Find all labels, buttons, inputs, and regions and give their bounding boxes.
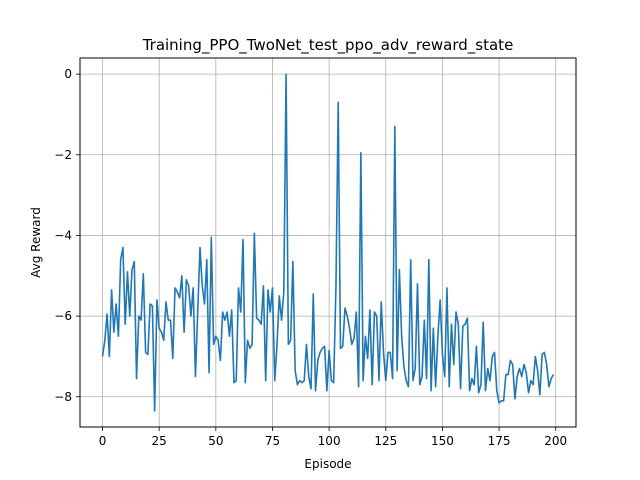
x-tick-label: 175 <box>488 434 511 448</box>
x-tick-label: 125 <box>374 434 397 448</box>
grid <box>80 58 576 427</box>
x-tick-label: 100 <box>318 434 341 448</box>
x-axis-label: Episode <box>304 457 351 471</box>
plot-area <box>101 73 555 412</box>
x-tick-label: 200 <box>544 434 567 448</box>
y-axis-label: Avg Reward <box>29 207 43 278</box>
series-line <box>101 73 555 412</box>
x-axis-ticks: 0 25 50 75 100 125 150 175 200 <box>99 427 567 448</box>
y-tick-label: −2 <box>54 148 72 162</box>
x-tick-label: 25 <box>152 434 167 448</box>
x-tick-label: 50 <box>208 434 223 448</box>
y-tick-label: −6 <box>54 309 72 323</box>
axes-frame <box>79 57 577 428</box>
y-tick-label: −8 <box>54 390 72 404</box>
chart-title: Training_PPO_TwoNet_test_ppo_adv_reward_… <box>142 36 514 55</box>
x-tick-label: 150 <box>431 434 454 448</box>
y-tick-label: 0 <box>64 67 72 81</box>
x-tick-label: 75 <box>265 434 280 448</box>
y-axis-ticks: 0 −2 −4 −6 −8 <box>54 67 80 404</box>
y-tick-label: −4 <box>54 228 72 242</box>
x-tick-label: 0 <box>99 434 107 448</box>
